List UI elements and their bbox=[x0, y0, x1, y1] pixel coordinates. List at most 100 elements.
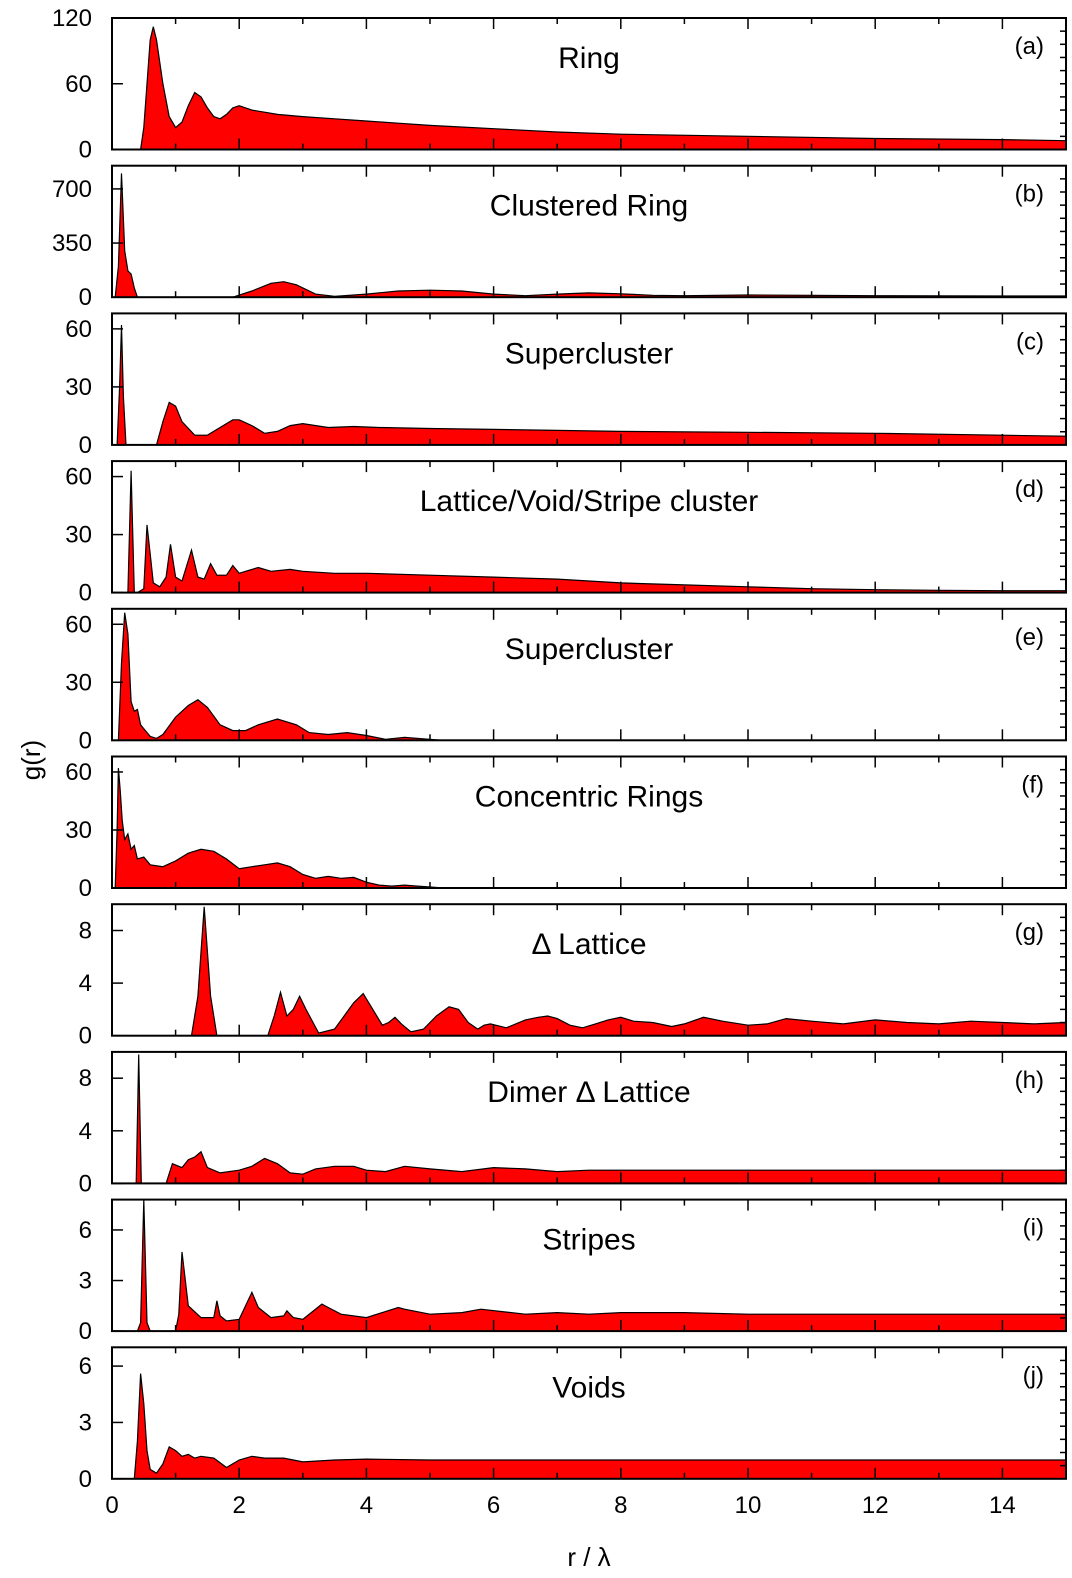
x-ticks-a bbox=[111, 18, 1067, 150]
y-tick-label: 30 bbox=[65, 669, 92, 696]
x-tick-label: 6 bbox=[487, 1492, 500, 1519]
panel-frame-g bbox=[111, 903, 1067, 1037]
x-tick-label: 10 bbox=[735, 1492, 762, 1519]
x-tick-label: 8 bbox=[614, 1492, 627, 1519]
y-tick-label: 8 bbox=[79, 1065, 92, 1092]
y-tick-label: 0 bbox=[79, 1466, 92, 1493]
x-tick-label: 12 bbox=[862, 1492, 889, 1519]
gr-area-a bbox=[139, 26, 1066, 150]
x-ticks-c bbox=[111, 313, 1067, 445]
panel-frame-b bbox=[111, 164, 1067, 299]
panel-title-g: Δ Lattice bbox=[531, 928, 646, 961]
panel-f: 0 30 60 Concentric Rings (f) bbox=[65, 755, 1067, 902]
panel-tag-g: (g) bbox=[1015, 919, 1044, 946]
panel-title-d: Lattice/Void/Stripe cluster bbox=[420, 485, 759, 518]
panel-tag-f: (f) bbox=[1021, 772, 1044, 799]
x-tick-label: 14 bbox=[989, 1492, 1016, 1519]
y-tick-label: 3 bbox=[79, 1268, 92, 1295]
y-tick-label: 350 bbox=[52, 230, 92, 257]
y-ticks-i: 0 3 6 bbox=[79, 1212, 1066, 1345]
x-ticks-h bbox=[111, 1051, 1067, 1184]
panel-c: 0 30 60 Supercluster (c) bbox=[65, 312, 1067, 459]
panel-title-f: Concentric Rings bbox=[475, 781, 703, 814]
y-tick-label: 0 bbox=[79, 580, 92, 607]
panel-title-a: Ring bbox=[558, 42, 620, 75]
y-ticks-j: 0 3 6 bbox=[79, 1353, 1066, 1493]
panel-tag-h: (h) bbox=[1015, 1067, 1044, 1094]
y-ticks-g: 0 4 8 bbox=[79, 916, 1066, 1050]
panel-j: 0 3 6 Voids (j) bbox=[79, 1346, 1067, 1493]
x-ticks-f bbox=[111, 756, 1067, 888]
panel-tag-e: (e) bbox=[1015, 624, 1044, 651]
y-tick-label: 60 bbox=[65, 759, 92, 786]
y-tick-label: 4 bbox=[79, 1118, 92, 1145]
gr-area-i bbox=[136, 1199, 1066, 1332]
y-ticks-b: 0 350 700 bbox=[52, 176, 1066, 311]
panel-h: 0 4 8 Dimer Δ Lattice (h) bbox=[79, 1050, 1067, 1197]
x-ticks-g bbox=[111, 904, 1067, 1036]
y-tick-label: 60 bbox=[65, 71, 92, 98]
y-tick-label: 700 bbox=[52, 176, 92, 203]
y-tick-label: 120 bbox=[52, 5, 92, 32]
y-ticks-e: 0 30 60 bbox=[65, 611, 1066, 754]
y-tick-label: 6 bbox=[79, 1353, 92, 1380]
y-tick-label: 60 bbox=[65, 611, 92, 638]
panel-title-b: Clustered Ring bbox=[490, 190, 688, 223]
gr-area-j bbox=[133, 1373, 1066, 1479]
gr-area-f bbox=[114, 768, 443, 888]
y-tick-label: 0 bbox=[79, 1318, 92, 1345]
panel-title-c: Supercluster bbox=[505, 337, 673, 370]
x-tick-label: 2 bbox=[233, 1492, 246, 1519]
y-tick-label: 0 bbox=[79, 875, 92, 902]
y-tick-label: 60 bbox=[65, 316, 92, 343]
panel-tag-a: (a) bbox=[1015, 33, 1044, 60]
y-ticks-d: 0 30 60 bbox=[65, 464, 1066, 607]
gr-area-g bbox=[190, 906, 1066, 1036]
y-ticks-a: 0 60 120 bbox=[52, 5, 1066, 164]
panel-frame-e bbox=[111, 607, 1067, 742]
panel-tag-j: (j) bbox=[1023, 1362, 1044, 1389]
y-tick-label: 0 bbox=[79, 1023, 92, 1050]
y-tick-label: 30 bbox=[65, 817, 92, 844]
y-tick-label: 0 bbox=[79, 137, 92, 164]
panel-title-j: Voids bbox=[552, 1371, 625, 1404]
y-ticks-c: 0 30 60 bbox=[65, 316, 1066, 459]
y-tick-label: 0 bbox=[79, 432, 92, 459]
panel-tag-i: (i) bbox=[1023, 1215, 1044, 1242]
x-axis-label: r / λ bbox=[567, 1542, 610, 1572]
y-axis-label: g(r) bbox=[16, 740, 46, 780]
y-tick-label: 0 bbox=[79, 284, 92, 311]
panel-tag-d: (d) bbox=[1015, 476, 1044, 503]
panel-title-i: Stripes bbox=[542, 1224, 635, 1257]
panel-title-h: Dimer Δ Lattice bbox=[487, 1076, 690, 1109]
panel-tag-c: (c) bbox=[1016, 328, 1044, 355]
x-tick-label: 4 bbox=[360, 1492, 373, 1519]
gr-area-b bbox=[114, 173, 1066, 298]
y-tick-label: 0 bbox=[79, 727, 92, 754]
y-tick-label: 60 bbox=[65, 464, 92, 491]
x-ticks-d bbox=[111, 461, 1067, 593]
x-ticks-e bbox=[111, 608, 1067, 741]
gr-area-d bbox=[127, 470, 1066, 593]
panel-b: 0 350 700 Clustered Ring (b) bbox=[52, 164, 1067, 311]
panel-g: 0 4 8 Δ Lattice (g) bbox=[79, 903, 1067, 1050]
gr-area-e bbox=[117, 612, 443, 741]
x-tick-labels: 0 2 4 6 8 10 12 14 bbox=[105, 1492, 1015, 1519]
x-ticks-i bbox=[111, 1199, 1067, 1332]
x-tick-label: 0 bbox=[105, 1492, 118, 1519]
x-ticks-b bbox=[111, 165, 1067, 298]
panel-tag-b: (b) bbox=[1015, 181, 1044, 208]
y-ticks-f: 0 30 60 bbox=[65, 759, 1066, 902]
panel-a: 0 60 120 Ring (a) bbox=[52, 5, 1067, 164]
panel-e: 0 30 60 Supercluster (e) bbox=[65, 607, 1067, 754]
y-tick-label: 30 bbox=[65, 374, 92, 401]
y-tick-label: 4 bbox=[79, 970, 92, 997]
gr-area-c bbox=[116, 324, 1066, 445]
panel-frame-c bbox=[111, 312, 1067, 446]
y-tick-label: 8 bbox=[79, 918, 92, 945]
y-tick-label: 30 bbox=[65, 522, 92, 549]
y-tick-label: 3 bbox=[79, 1409, 92, 1436]
panel-title-e: Supercluster bbox=[505, 633, 673, 666]
